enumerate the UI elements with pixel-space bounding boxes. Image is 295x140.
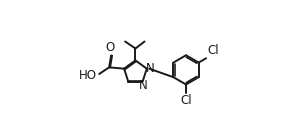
- Text: HO: HO: [79, 69, 97, 82]
- Text: O: O: [106, 41, 115, 54]
- Text: Cl: Cl: [207, 44, 219, 57]
- Text: N: N: [139, 79, 148, 92]
- Text: N: N: [145, 62, 154, 75]
- Text: Cl: Cl: [180, 94, 192, 107]
